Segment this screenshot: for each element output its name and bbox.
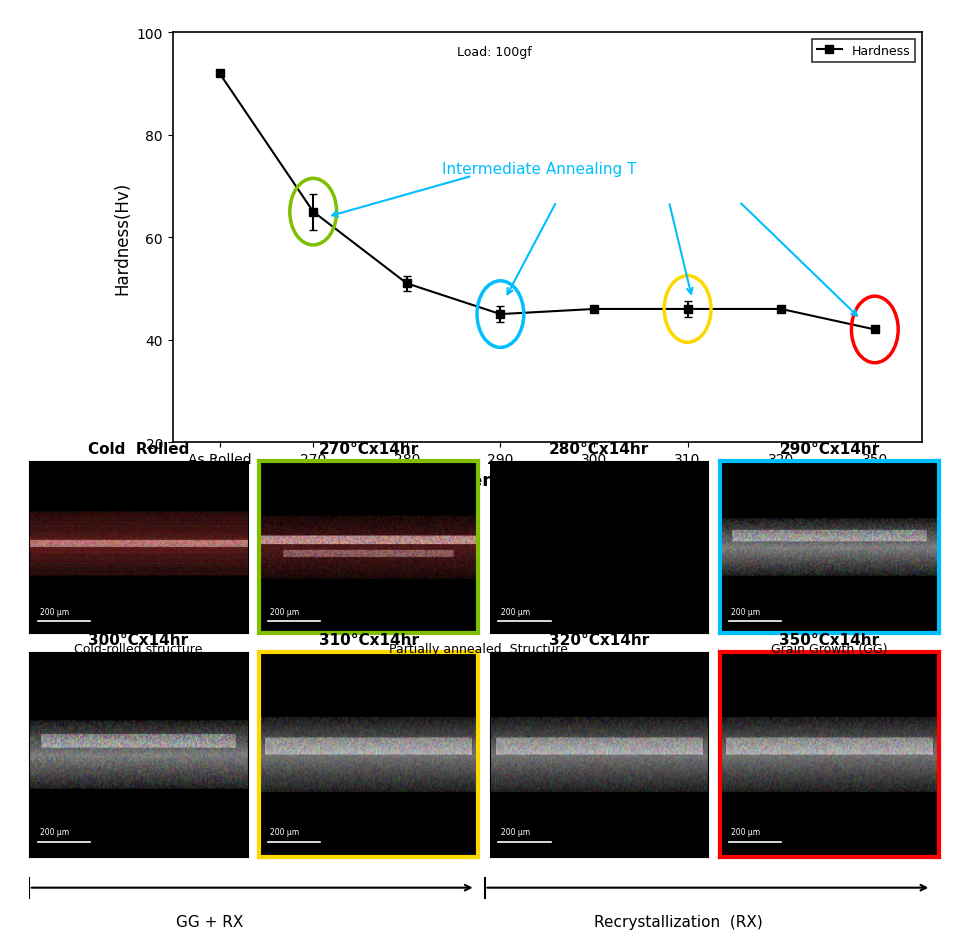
Text: Cold-rolled structure: Cold-rolled structure bbox=[74, 643, 203, 656]
Text: Recrystallization  (RX): Recrystallization (RX) bbox=[594, 914, 763, 928]
Text: 320°Cx14hr: 320°Cx14hr bbox=[549, 632, 649, 647]
Text: 200 μm: 200 μm bbox=[270, 827, 300, 836]
Text: 350°Cx14hr: 350°Cx14hr bbox=[780, 632, 879, 647]
Legend: Hardness: Hardness bbox=[812, 40, 915, 63]
Text: 280°Cx14hr: 280°Cx14hr bbox=[549, 442, 649, 457]
Text: Load: 100gf: Load: 100gf bbox=[457, 46, 532, 59]
Text: 310°Cx14hr: 310°Cx14hr bbox=[319, 632, 419, 647]
Text: 200 μm: 200 μm bbox=[500, 607, 530, 616]
Text: 270°Cx14hr: 270°Cx14hr bbox=[319, 442, 419, 457]
Text: Grain Growth (GG): Grain Growth (GG) bbox=[771, 643, 888, 656]
Text: GG + RX: GG + RX bbox=[176, 914, 243, 928]
Text: 200 μm: 200 μm bbox=[39, 607, 69, 616]
Y-axis label: Hardness(Hv): Hardness(Hv) bbox=[113, 182, 132, 294]
Text: Intermediate Annealing T: Intermediate Annealing T bbox=[443, 162, 636, 177]
Text: 200 μm: 200 μm bbox=[270, 607, 300, 616]
Text: 200 μm: 200 μm bbox=[39, 827, 69, 836]
Text: 200 μm: 200 μm bbox=[731, 827, 760, 836]
Text: Partially annealed  Structure: Partially annealed Structure bbox=[389, 643, 567, 656]
Text: 290°Cx14hr: 290°Cx14hr bbox=[780, 442, 879, 457]
X-axis label: Temperature (°C): Temperature (°C) bbox=[460, 472, 635, 490]
Text: Cold  Rolled: Cold Rolled bbox=[87, 442, 189, 457]
Text: 300°Cx14hr: 300°Cx14hr bbox=[88, 632, 188, 647]
Text: 200 μm: 200 μm bbox=[500, 827, 530, 836]
Text: 200 μm: 200 μm bbox=[731, 607, 760, 616]
